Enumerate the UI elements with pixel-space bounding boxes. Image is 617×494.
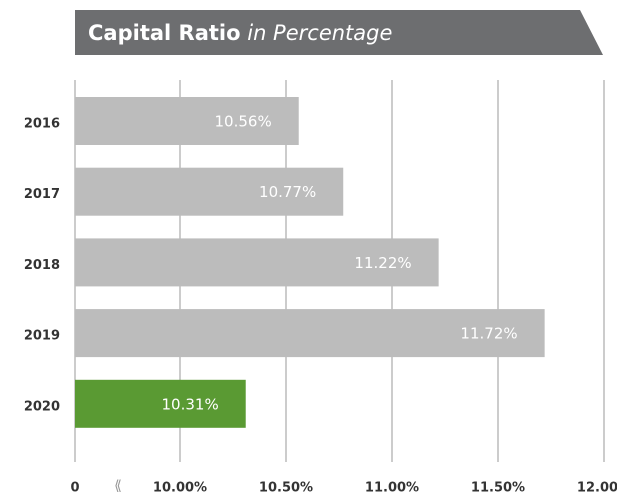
- value-label: 10.31%: [162, 395, 219, 413]
- value-label: 11.22%: [354, 254, 411, 272]
- chart-title: Capital Ratio: [88, 21, 241, 45]
- bar: [75, 309, 545, 358]
- bar: [75, 97, 299, 145]
- value-label: 11.72%: [460, 325, 517, 343]
- x-tick-label: 10.00%: [153, 481, 207, 494]
- x-tick-label: 11.00%: [365, 481, 419, 494]
- y-tick-label: 2019: [24, 329, 60, 344]
- chart-title-group: Capital Ratio in Percentage: [88, 21, 392, 45]
- y-tick-label: 2018: [24, 258, 60, 273]
- x-tick-label: 0: [70, 481, 79, 494]
- value-label: 10.77%: [259, 183, 316, 201]
- bar: [75, 238, 439, 287]
- y-tick-label: 2016: [24, 117, 60, 132]
- value-label: 10.56%: [215, 113, 272, 131]
- x-tick-label: 11.50%: [471, 481, 525, 494]
- y-tick-label: 2020: [24, 399, 60, 414]
- axis-break: ⟪: [114, 478, 122, 494]
- chart-subtitle: in Percentage: [247, 21, 392, 45]
- bar: [75, 167, 344, 216]
- x-tick-label: 10.50%: [259, 481, 313, 494]
- title-banner: [75, 10, 603, 55]
- x-tick-label: 12.00%: [577, 481, 617, 494]
- y-tick-label: 2017: [24, 187, 60, 202]
- bar: [75, 379, 246, 428]
